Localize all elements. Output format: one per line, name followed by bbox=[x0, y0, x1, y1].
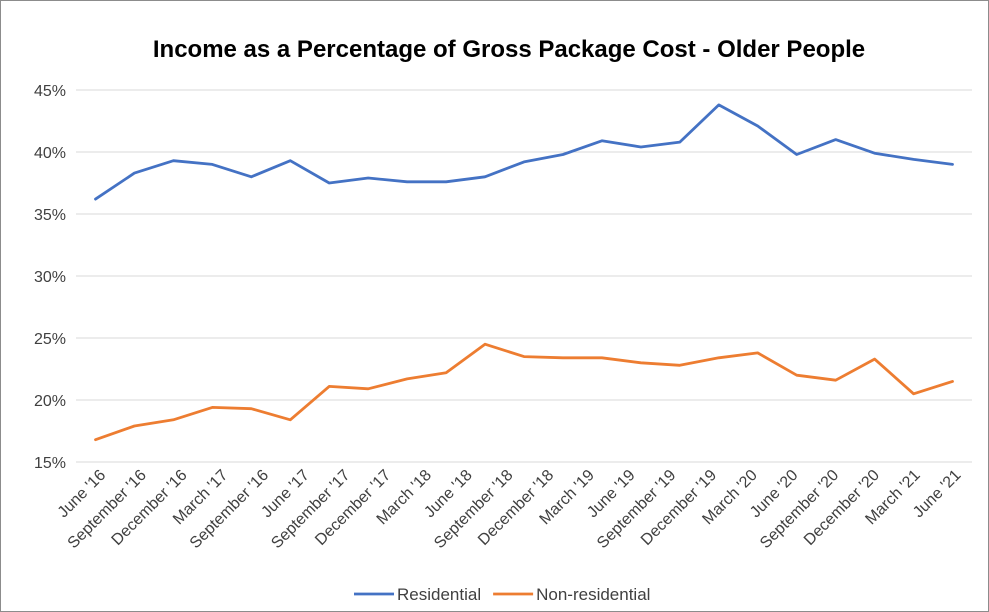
y-tick-label: 30% bbox=[34, 269, 66, 286]
series-lines bbox=[94, 103, 954, 442]
legend: Residential Non-residential bbox=[354, 585, 650, 604]
legend-label: Non-residential bbox=[536, 585, 650, 604]
y-axis-ticks: 15% 20% 25% 30% 35% 40% 45% bbox=[34, 83, 66, 472]
y-tick-label: 45% bbox=[34, 83, 66, 100]
y-tick-label: 40% bbox=[34, 145, 66, 162]
y-tick-label: 20% bbox=[34, 393, 66, 410]
gridlines bbox=[76, 89, 972, 463]
chart-title: Income as a Percentage of Gross Package … bbox=[153, 36, 865, 63]
y-tick-label: 25% bbox=[34, 331, 66, 348]
series-line bbox=[94, 342, 954, 442]
legend-label: Residential bbox=[397, 585, 481, 604]
series-line bbox=[94, 103, 954, 201]
y-tick-label: 15% bbox=[34, 455, 66, 472]
y-tick-label: 35% bbox=[34, 207, 66, 224]
